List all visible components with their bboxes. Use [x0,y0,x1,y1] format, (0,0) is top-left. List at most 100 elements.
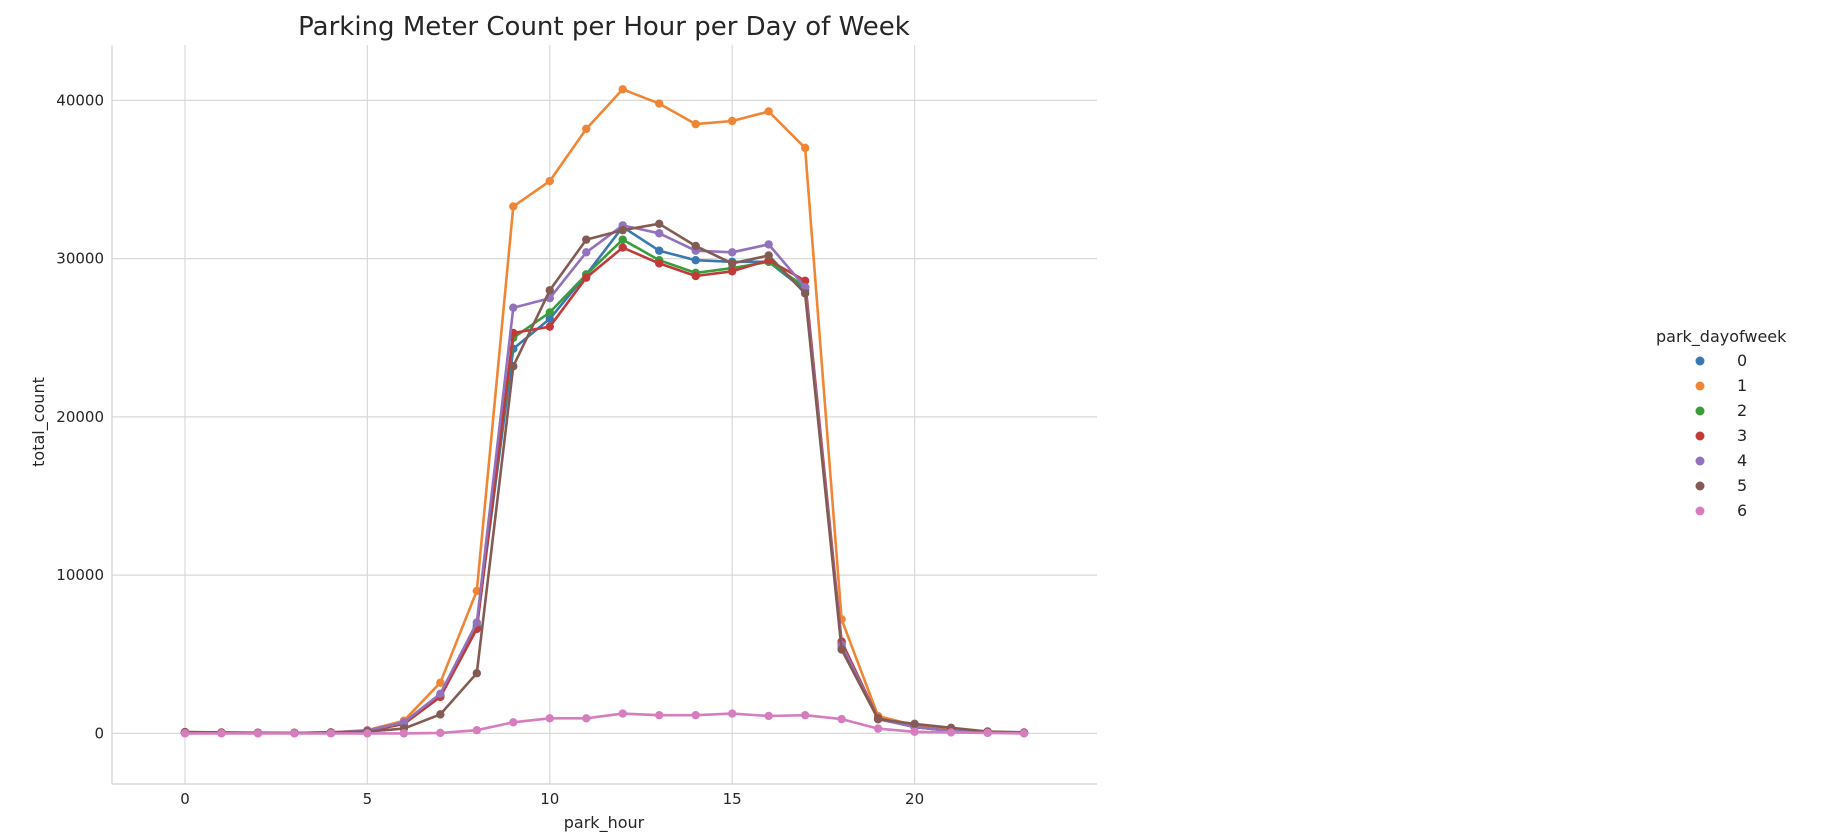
data-point [837,714,846,724]
legend-item-0: 0 [1695,351,1747,370]
data-point [545,176,554,186]
data-point [399,718,409,727]
legend-marker [1695,406,1705,416]
data-point [363,729,372,738]
data-point [618,225,627,235]
axis-spines [111,45,1097,785]
data-point [436,689,445,699]
data-point [509,718,518,727]
data-point [655,219,664,229]
data-point [727,709,737,718]
data-point [582,714,591,723]
legend-marker [1695,356,1705,366]
x-tick-label: 20 [905,790,924,808]
x-tick-label: 10 [540,790,559,808]
data-point [582,124,591,134]
data-point [764,107,773,116]
series-line [185,712,1025,735]
series-6 [180,709,1029,738]
data-point [910,719,919,729]
data-point [253,729,263,738]
legend-marker [1695,456,1705,466]
legend-label: 0 [1737,351,1747,370]
data-point [691,256,700,265]
data-point [326,729,336,738]
data-point [509,362,518,371]
legend-title: park_dayofweek [1656,327,1787,347]
data-point [727,267,737,276]
y-axis-label: total_count [29,377,49,467]
data-point [655,710,664,720]
data-point [436,710,445,719]
data-point [582,248,591,257]
data-point [217,729,226,738]
data-point [509,303,518,312]
y-tick-label: 0 [94,724,104,742]
legend-item-5: 5 [1695,476,1747,495]
legend-item-6: 6 [1695,501,1747,520]
data-point [800,143,810,153]
data-point [618,243,627,252]
data-point [764,711,773,721]
data-point [436,728,445,738]
legend-label: 1 [1737,376,1747,395]
legend-marker [1695,381,1705,391]
legend-marker [1695,431,1705,441]
data-point [691,710,700,720]
legend-item-3: 3 [1695,426,1747,445]
data-point [727,248,737,257]
data-point [691,241,700,251]
legend-label: 5 [1737,476,1747,495]
data-point [618,709,627,718]
x-axis-label: park_hour [564,813,645,833]
data-point [545,286,554,295]
data-point [800,710,810,720]
data-point [290,729,299,738]
data-point [655,246,664,255]
data-point [655,229,664,238]
y-tick-label: 30000 [56,250,104,268]
data-point [655,99,664,108]
data-point [472,618,482,627]
data-point [764,240,773,249]
data-point [873,724,883,733]
x-tick-label: 0 [180,790,190,808]
data-point [545,714,554,723]
data-point [1019,729,1029,738]
data-point [472,586,482,596]
data-point [910,727,919,736]
data-point [691,119,700,129]
y-tick-label: 10000 [56,566,104,584]
data-point [545,308,554,317]
data-point [180,729,190,738]
data-point [946,728,956,737]
series-lines [180,85,1029,738]
data-point [399,729,409,738]
data-point [618,235,627,244]
chart-title: Parking Meter Count per Hour per Day of … [298,12,910,42]
data-point [800,282,810,292]
x-tick-label: 5 [363,790,373,808]
data-point [727,116,737,126]
legend-marker [1695,506,1705,516]
data-point [582,235,591,244]
y-tick-label: 20000 [56,408,104,426]
data-point [545,314,554,323]
data-point [727,259,737,268]
data-point [873,714,883,724]
data-point [764,251,773,260]
data-point [472,725,482,735]
data-point [983,728,992,738]
data-point [800,289,810,298]
data-point [545,322,554,331]
legend-label: 2 [1737,401,1747,420]
legend-items: 0 1 2 3 4 5 6 [1695,351,1747,520]
data-point [618,85,627,94]
data-point [436,678,445,687]
legend-item-4: 4 [1695,451,1747,470]
legend-label: 3 [1737,426,1747,445]
y-tick-labels: 0 10000 20000 30000 40000 [56,91,104,742]
legend-item-1: 1 [1695,376,1747,395]
